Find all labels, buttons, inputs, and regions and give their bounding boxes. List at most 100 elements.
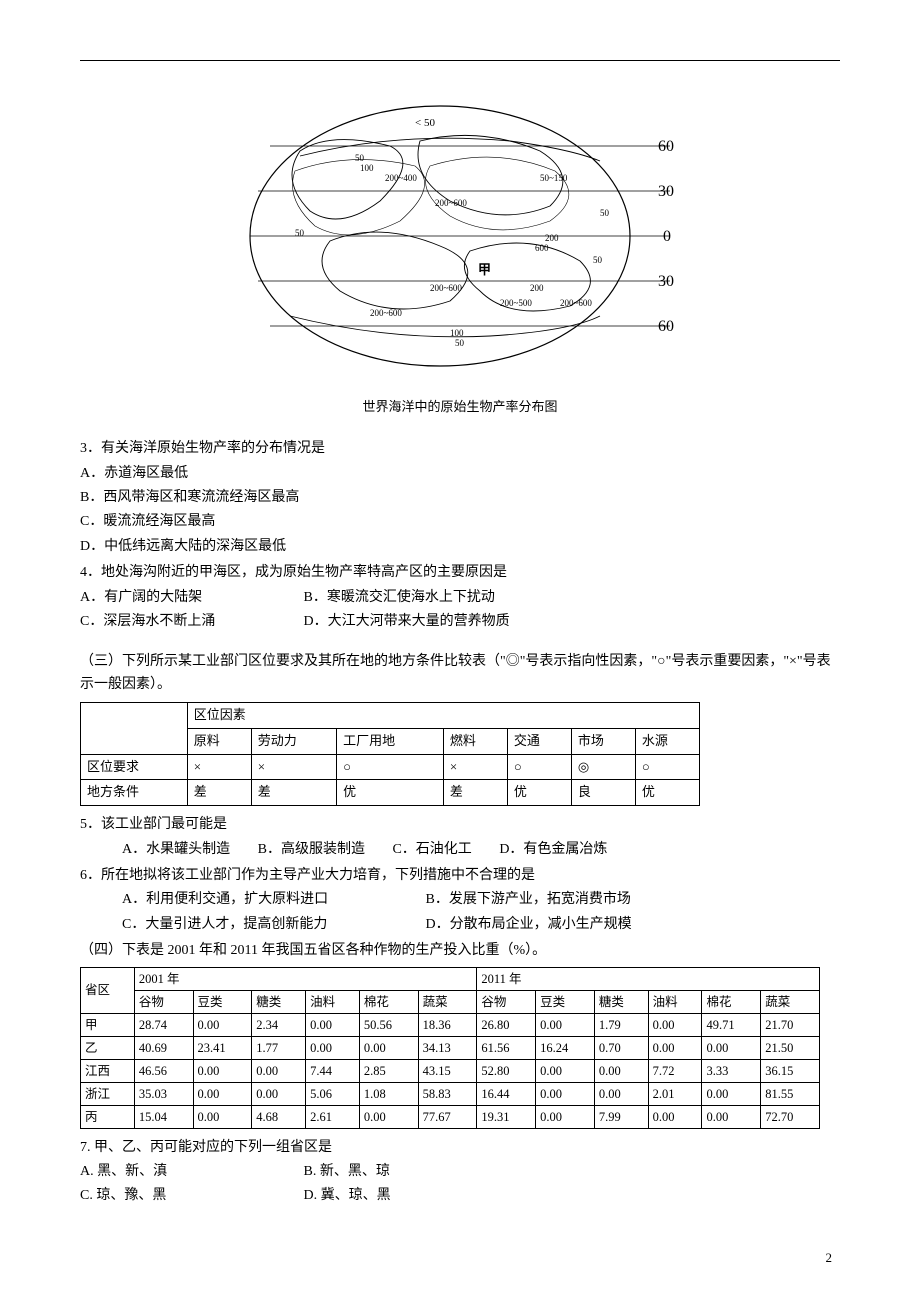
loc-col: 劳动力: [251, 728, 336, 754]
question-7: 7. 甲、乙、丙可能对应的下列一组省区是 A. 黑、新、滇 B. 新、黑、琼 C…: [80, 1137, 840, 1208]
prov-cell: 18.36: [418, 1013, 477, 1036]
q6-option-c: C．大量引进人才，提高创新能力: [122, 914, 422, 936]
map-figure: < 50 200~400 200~600 50~150 50 100 200~6…: [80, 91, 840, 389]
prov-cell: 0.00: [193, 1059, 252, 1082]
prov-cell: 0.00: [648, 1013, 702, 1036]
prov-col: 棉花: [359, 990, 418, 1013]
prov-cell: 26.80: [477, 1013, 536, 1036]
figure-caption: 世界海洋中的原始生物产率分布图: [80, 397, 840, 418]
prov-cell: 21.70: [761, 1013, 820, 1036]
q6-stem: 6．所在地拟将该工业部门作为主导产业大力培育，下列措施中不合理的是: [80, 865, 840, 887]
prov-cell: 0.00: [306, 1013, 360, 1036]
loc-cell: 优: [507, 780, 571, 806]
prov-cell: 21.50: [761, 1036, 820, 1059]
loc-empty-head: [81, 703, 188, 755]
prov-cell: 7.99: [594, 1105, 648, 1128]
prov-row-label: 甲: [81, 1013, 135, 1036]
loc-cell: 优: [337, 780, 444, 806]
prov-group-2011: 2011 年: [477, 967, 820, 990]
prov-cell: 35.03: [134, 1082, 193, 1105]
svg-text:100: 100: [360, 163, 374, 173]
question-4: 4．地处海沟附近的甲海区，成为原始生物产率特高产区的主要原因是 A．有广阔的大陆…: [80, 562, 840, 633]
prov-cell: 0.00: [252, 1059, 306, 1082]
table-row: 省区 2001 年 2011 年: [81, 967, 820, 990]
q3-stem: 3．有关海洋原始生物产率的分布情况是: [80, 438, 840, 460]
lat-0: 0: [663, 228, 671, 245]
prov-cell: 16.44: [477, 1082, 536, 1105]
q7-option-d: D. 冀、琼、黑: [304, 1185, 391, 1207]
q3-option-b: B．西风带海区和寒流流经海区最高: [80, 487, 840, 509]
prov-col: 谷物: [134, 990, 193, 1013]
prov-cell: 0.70: [594, 1036, 648, 1059]
table-row: 浙江35.030.000.005.061.0858.8316.440.000.0…: [81, 1082, 820, 1105]
prov-col: 油料: [306, 990, 360, 1013]
loc-col: 原料: [187, 728, 251, 754]
loc-col: 工厂用地: [337, 728, 444, 754]
prov-cell: 19.31: [477, 1105, 536, 1128]
loc-cell: ×: [443, 754, 507, 780]
prov-cell: 0.00: [594, 1059, 648, 1082]
q3-option-d: D．中低纬远离大陆的深海区最低: [80, 536, 840, 558]
prov-cell: 50.56: [359, 1013, 418, 1036]
prov-cell: 0.00: [648, 1105, 702, 1128]
loc-col: 市场: [571, 728, 635, 754]
prov-cell: 58.83: [418, 1082, 477, 1105]
loc-cell: 优: [635, 780, 699, 806]
svg-text:200~600: 200~600: [430, 283, 462, 293]
prov-cell: 34.13: [418, 1036, 477, 1059]
svg-text:50: 50: [600, 208, 610, 218]
prov-cell: 0.00: [702, 1036, 761, 1059]
prov-cell: 0.00: [359, 1105, 418, 1128]
section-3-intro: （三）下列所示某工业部门区位要求及其所在地的地方条件比较表（"◎"号表示指向性因…: [80, 651, 840, 696]
prov-cell: 36.15: [761, 1059, 820, 1082]
prov-cell: 81.55: [761, 1082, 820, 1105]
q6-option-d: D．分散布局企业，减小生产规模: [426, 914, 632, 936]
loc-col: 水源: [635, 728, 699, 754]
prov-cell: 0.00: [193, 1105, 252, 1128]
loc-cell: 差: [251, 780, 336, 806]
loc-cell: ◎: [571, 754, 635, 780]
prov-cell: 0.00: [594, 1082, 648, 1105]
prov-cell: 49.71: [702, 1013, 761, 1036]
svg-text:200~600: 200~600: [435, 198, 467, 208]
page-number: 2: [80, 1248, 840, 1269]
svg-text:200~500: 200~500: [500, 298, 532, 308]
svg-text:50: 50: [355, 153, 365, 163]
prov-cell: 0.00: [536, 1059, 595, 1082]
q7-option-a: A. 黑、新、滇: [80, 1161, 300, 1183]
prov-cell: 0.00: [702, 1082, 761, 1105]
prov-cell: 23.41: [193, 1036, 252, 1059]
q4-option-a: A．有广阔的大陆架: [80, 587, 300, 609]
prov-col: 谷物: [477, 990, 536, 1013]
prov-region-col: 省区: [81, 967, 135, 1013]
province-crop-table: 省区 2001 年 2011 年 谷物 豆类 糖类 油料 棉花 蔬菜 谷物 豆类…: [80, 967, 820, 1129]
prov-cell: 16.24: [536, 1036, 595, 1059]
q5-option-d: D．有色金属冶炼: [499, 839, 607, 861]
prov-cell: 15.04: [134, 1105, 193, 1128]
svg-text:200: 200: [545, 233, 559, 243]
svg-text:200~600: 200~600: [560, 298, 592, 308]
prov-row-label: 浙江: [81, 1082, 135, 1105]
loc-cell: ○: [635, 754, 699, 780]
lat-60s: 60: [658, 318, 674, 335]
prov-cell: 0.00: [306, 1036, 360, 1059]
q7-option-c: C. 琼、豫、黑: [80, 1185, 300, 1207]
prov-cell: 2.01: [648, 1082, 702, 1105]
table-row: 地方条件 差 差 优 差 优 良 优: [81, 780, 700, 806]
prov-cell: 0.00: [648, 1036, 702, 1059]
svg-text:50~150: 50~150: [540, 173, 568, 183]
prov-col: 蔬菜: [418, 990, 477, 1013]
q5-option-b: B．高级服装制造: [258, 839, 365, 861]
table-row: 区位要求 × × ○ × ○ ◎ ○: [81, 754, 700, 780]
prov-cell: 2.34: [252, 1013, 306, 1036]
prov-cell: 7.72: [648, 1059, 702, 1082]
prov-cell: 43.15: [418, 1059, 477, 1082]
prov-cell: 4.68: [252, 1105, 306, 1128]
prov-cell: 0.00: [536, 1013, 595, 1036]
table-row: 区位因素: [81, 703, 700, 729]
svg-text:100: 100: [450, 328, 464, 338]
svg-text:< 50: < 50: [415, 117, 435, 129]
q6-option-a: A．利用便利交通，扩大原料进口: [122, 889, 422, 911]
q6-option-b: B．发展下游产业，拓宽消费市场: [426, 889, 631, 911]
svg-text:50: 50: [295, 228, 305, 238]
